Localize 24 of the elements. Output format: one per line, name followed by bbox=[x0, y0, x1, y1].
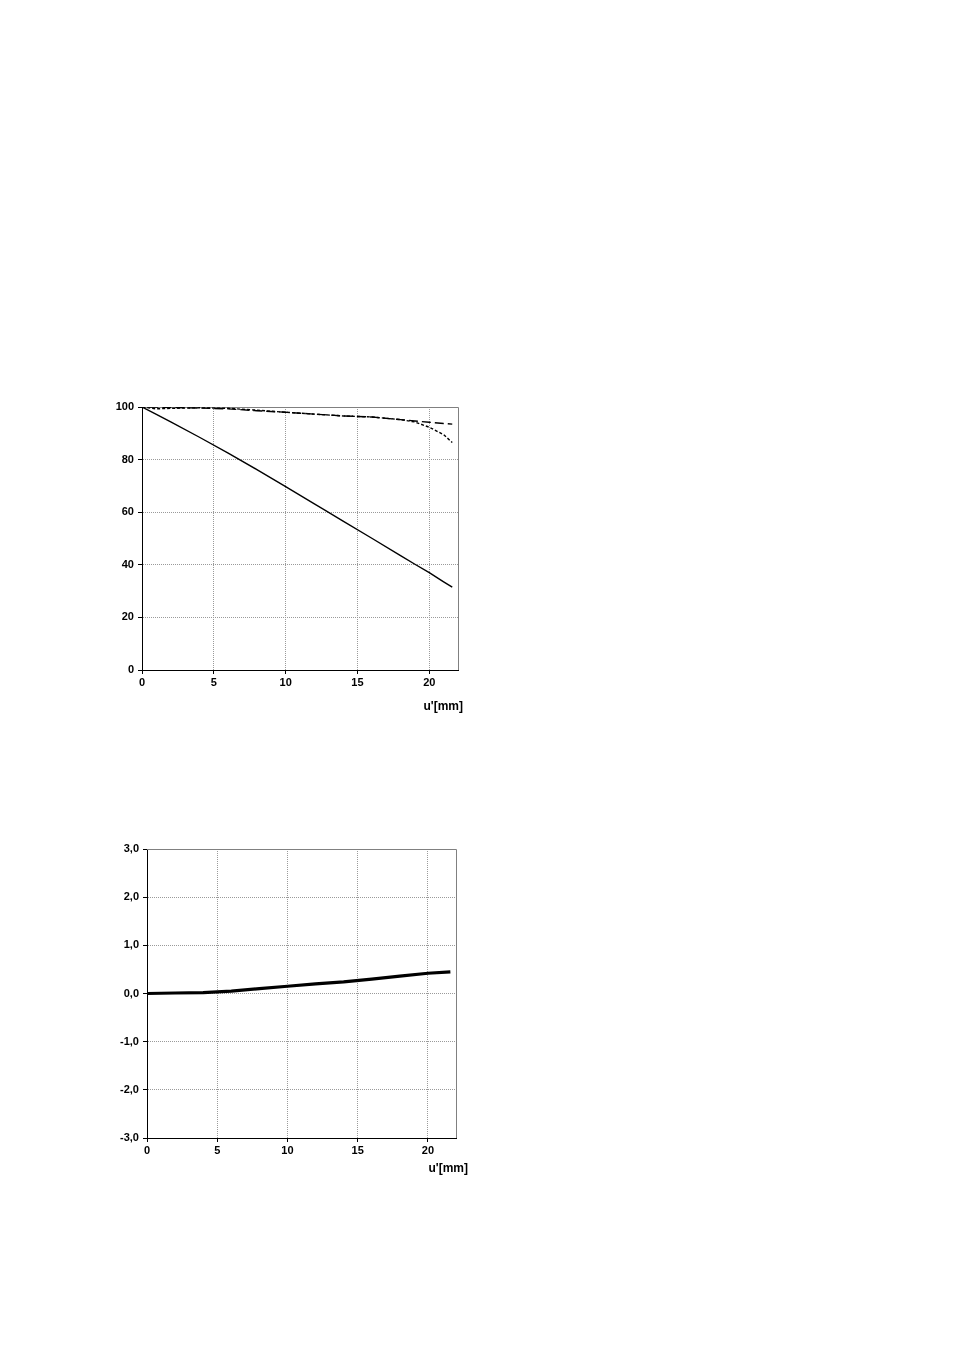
y-tick-label: 2,0 bbox=[123, 890, 139, 903]
y-tick-label: 80 bbox=[121, 452, 134, 465]
y-tick-label: 3,0 bbox=[123, 842, 139, 855]
y-tick-label: -2,0 bbox=[120, 1082, 139, 1095]
y-tick-label: -3,0 bbox=[120, 1131, 139, 1144]
x-axis-title: u'[mm] bbox=[428, 1161, 468, 1176]
x-tick-label: 20 bbox=[421, 1143, 435, 1156]
x-tick-label: 5 bbox=[214, 1143, 221, 1156]
y-tick-label: -1,0 bbox=[120, 1034, 139, 1047]
x-tick-label: 0 bbox=[143, 1143, 151, 1156]
x-axis-title: u'[mm] bbox=[423, 699, 463, 714]
y-tick-label: 40 bbox=[121, 557, 134, 570]
y-tick-label: 60 bbox=[121, 505, 134, 518]
x-tick-label: 10 bbox=[281, 1143, 294, 1156]
y-tick-label: 0 bbox=[127, 663, 134, 676]
y-tick-label: 100 bbox=[115, 400, 134, 413]
x-tick-label: 15 bbox=[351, 675, 364, 688]
x-tick-label: 15 bbox=[351, 1143, 364, 1156]
y-tick-label: 20 bbox=[121, 610, 134, 623]
y-tick-label: 1,0 bbox=[123, 938, 139, 951]
x-tick-label: 10 bbox=[279, 675, 292, 688]
x-tick-label: 20 bbox=[423, 675, 436, 688]
x-tick-label: 5 bbox=[210, 675, 217, 688]
y-tick-label: 0,0 bbox=[123, 986, 139, 999]
